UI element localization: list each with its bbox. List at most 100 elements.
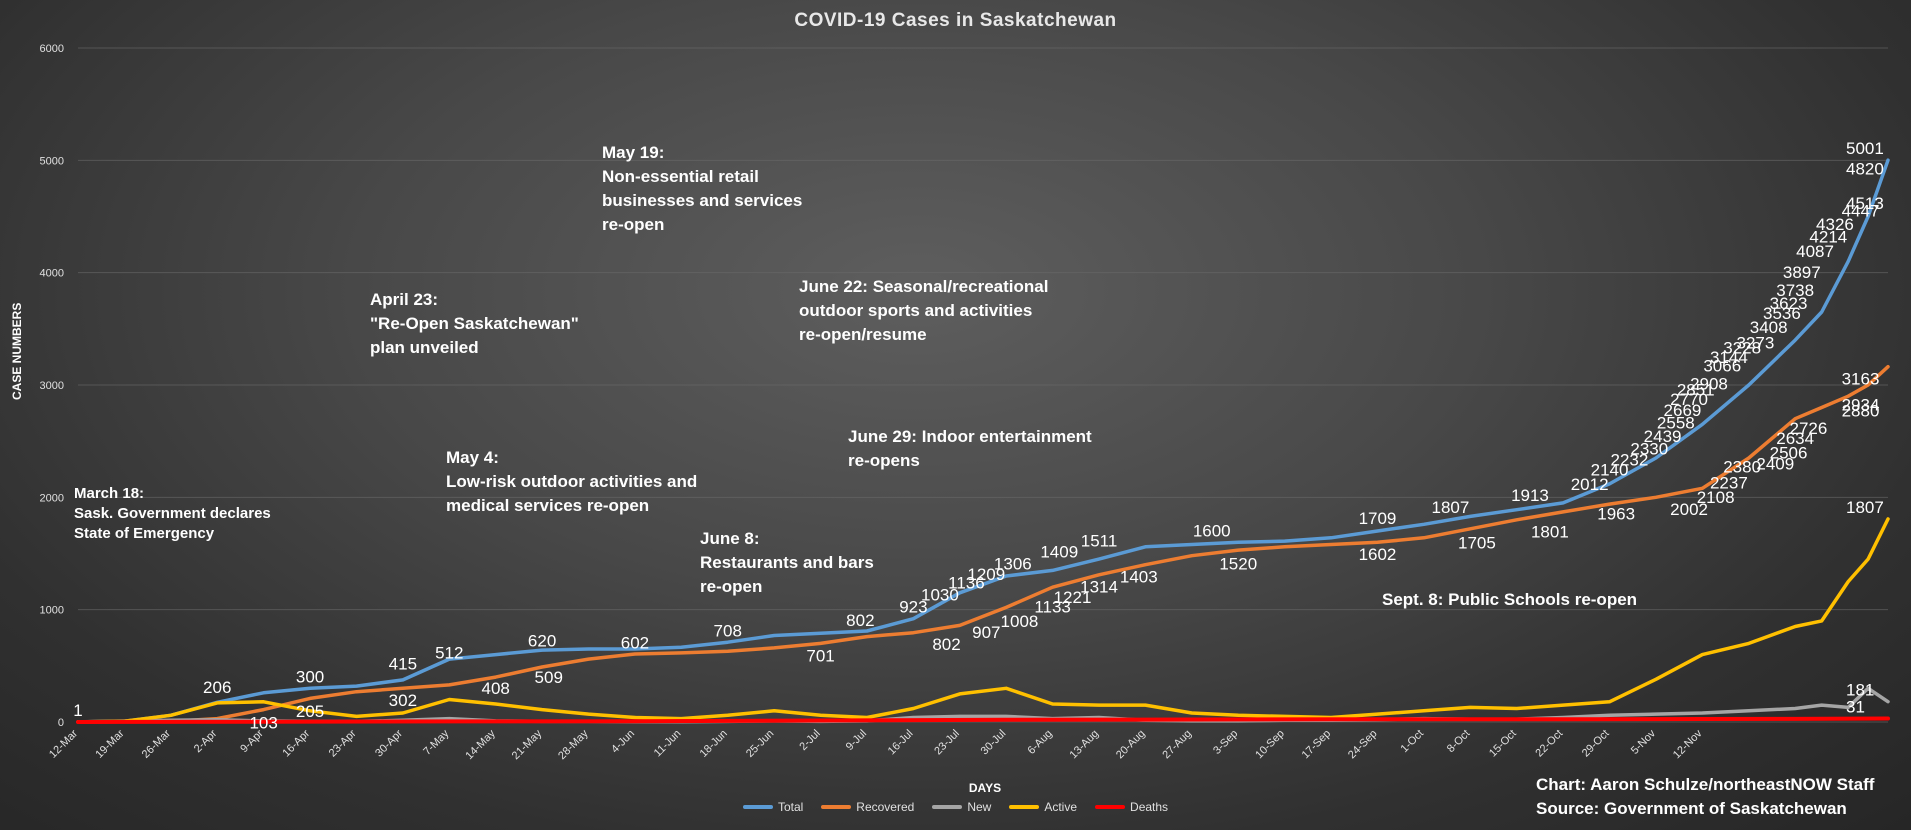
series-line-active (76, 517, 1890, 724)
data-label: 181 (1846, 681, 1874, 700)
data-label: 4820 (1846, 160, 1884, 179)
x-tick-label: 12-Nov (1671, 727, 1705, 761)
legend-label: New (967, 800, 992, 814)
annotation-line: Sask. Government declares (74, 505, 271, 522)
legend-item-total: Total (742, 800, 803, 814)
data-label: 4087 (1796, 242, 1834, 261)
data-label: 1314 (1080, 577, 1118, 596)
annotation-line: Low-risk outdoor activities and (446, 472, 698, 491)
annotation-may-4: May 4: Low-risk outdoor activities and m… (446, 446, 697, 518)
data-label: 701 (806, 646, 834, 665)
data-label: 708 (714, 621, 742, 640)
credit-author: Chart: Aaron Schulze/northeastNOW Staff (1536, 775, 1875, 794)
x-tick-label: 23-Jul (932, 728, 962, 758)
data-label: 1136 (948, 573, 985, 592)
y-tick-label: 4000 (40, 268, 64, 280)
y-tick-label: 2000 (40, 492, 64, 504)
data-label: 1030 (921, 585, 959, 604)
annotation-line: May 4: (446, 448, 499, 467)
legend-item-new: New (932, 800, 991, 814)
chart-title: COVID-19 Cases in Saskatchewan (794, 10, 1117, 31)
annotation-sept-8: Sept. 8: Public Schools re-open (1382, 588, 1637, 612)
x-tick-label: 14-May (463, 727, 498, 762)
x-tick-label: 9-Jul (844, 728, 869, 753)
data-label: 1409 (1040, 543, 1078, 562)
legend-swatch (742, 805, 773, 809)
data-label: 31 (1846, 698, 1865, 717)
data-label: 802 (932, 635, 960, 654)
legend-swatch (1095, 805, 1126, 809)
annotation-line: June 22: Seasonal/recreational (799, 277, 1049, 296)
x-tick-label: 6-Aug (1025, 728, 1054, 757)
legend-label: Deaths (1130, 800, 1169, 814)
data-label: 415 (389, 654, 417, 673)
data-label: 1511 (1081, 531, 1118, 550)
data-label: 1913 (1511, 486, 1549, 505)
x-tick-label: 27-Aug (1160, 728, 1194, 762)
x-tick-label: 8-Oct (1445, 728, 1473, 756)
x-tick-label: 2-Apr (192, 727, 220, 755)
data-label: 4513 (1846, 194, 1884, 213)
data-label: 1602 (1359, 545, 1397, 564)
data-label: 205 (296, 702, 324, 721)
x-tick-label: 30-Apr (373, 727, 405, 759)
data-label: 2002 (1670, 500, 1708, 519)
x-tick-label: 22-Oct (1533, 728, 1565, 760)
data-label: 2409 (1756, 454, 1794, 473)
data-label: 1705 (1458, 533, 1496, 552)
legend-swatch (821, 805, 852, 809)
annotation-june-22: June 22: Seasonal/recreational outdoor s… (799, 275, 1048, 347)
data-label: 2669 (1664, 401, 1702, 420)
data-label: 3163 (1842, 370, 1880, 389)
x-tick-label: 30-Jul (979, 728, 1009, 758)
x-tick-label: 17-Sep (1300, 728, 1334, 762)
y-tick-label: 0 (58, 717, 64, 729)
x-tick-label: 3-Sep (1211, 728, 1240, 757)
annotation-may-19: May 19: Non-essential retail businesses … (602, 141, 802, 237)
annotation-line: re-open (700, 577, 763, 596)
x-axis-label: DAYS (968, 781, 1002, 795)
legend-item-active: Active (1009, 800, 1077, 814)
x-tick-label: 28-May (556, 727, 591, 762)
data-label: 1801 (1531, 523, 1569, 542)
data-label: 2634 (1776, 429, 1814, 448)
series-line-deaths (76, 716, 1890, 724)
annotation-line: State of Emergency (74, 525, 215, 542)
data-label: 2330 (1630, 439, 1668, 458)
data-label: 3897 (1783, 263, 1821, 282)
y-tick-label: 5000 (40, 155, 64, 167)
data-label: 907 (972, 623, 1000, 642)
data-label: 206 (203, 678, 231, 697)
data-label: 2880 (1842, 401, 1880, 420)
annotation-line: Restaurants and bars (700, 553, 874, 572)
data-label: 1600 (1193, 521, 1231, 540)
annotation-line: Non-essential retail (602, 167, 759, 186)
x-tick-label: 18-Jun (698, 728, 730, 760)
x-tick-label: 21-May (510, 727, 545, 762)
data-label: 1306 (994, 554, 1032, 573)
y-tick-label: 3000 (40, 380, 64, 392)
data-label: 4447 (1842, 201, 1880, 220)
annotation-june-8: June 8: Restaurants and bars re-open (700, 527, 874, 599)
x-tick-label: 19-Mar (93, 727, 126, 760)
x-tick-label: 26-Mar (140, 727, 173, 760)
annotation-april-23: April 23: "Re-Open Saskatchewan" plan un… (370, 288, 579, 360)
data-label: 1709 (1359, 509, 1397, 528)
data-label: 2726 (1790, 419, 1828, 438)
data-label: 3623 (1770, 294, 1808, 313)
x-tick-label: 2-Jul (797, 728, 822, 753)
x-tick-label: 25-Jun (744, 728, 776, 760)
x-tick-label: 13-Aug (1068, 728, 1102, 762)
annotation-june-29: June 29: Indoor entertainment re-opens (848, 425, 1092, 473)
legend-label: Recovered (856, 800, 915, 814)
data-label: 408 (482, 679, 510, 698)
annotation-line: "Re-Open Saskatchewan" (370, 314, 579, 333)
x-tick-label: 16-Jul (886, 728, 916, 758)
y-tick-label: 1000 (40, 605, 64, 617)
data-label: 2770 (1670, 390, 1708, 409)
data-label: 2232 (1611, 450, 1649, 469)
data-label: 3144 (1710, 348, 1748, 367)
x-tick-label: 23-Apr (327, 727, 359, 759)
y-tick-label: 6000 (40, 43, 64, 55)
